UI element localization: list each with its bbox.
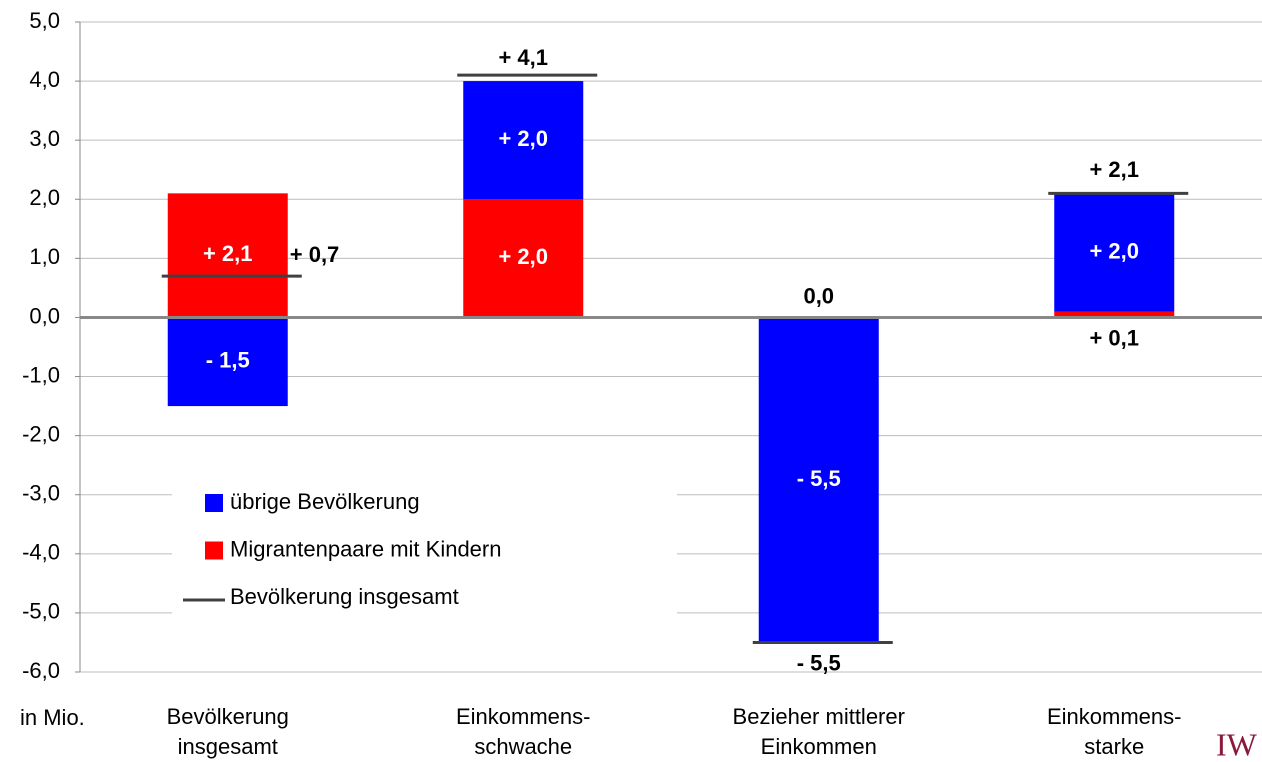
legend-label: übrige Bevölkerung (230, 489, 420, 514)
bar (167, 193, 288, 318)
y-tick-label: 3,0 (29, 126, 60, 151)
data-label: + 2,0 (498, 126, 548, 151)
y-tick-label: 4,0 (29, 67, 60, 92)
data-label: + 2,0 (498, 244, 548, 269)
bars (80, 81, 1262, 643)
overlay: + 2,1 - 1,5 + 0,7 + 2,0 + 2,0 + 4,1 0,0 - 5,5 - … (161, 45, 1189, 675)
data-label: - 1,5 (206, 348, 250, 373)
y-tick-label: -3,0 (22, 481, 60, 506)
x-tick-label: Einkommen (761, 734, 877, 759)
legend: übrige Bevölkerung Migrantenpaare mit Kin… (172, 478, 677, 620)
x-tick-label: starke (1084, 734, 1144, 759)
data-label: + 2,0 (1089, 238, 1139, 263)
x-tick-label: Einkommens- (1047, 704, 1181, 729)
legend-swatch (205, 494, 223, 512)
y-tick-label: -1,0 (22, 362, 60, 387)
y-tick-label: -6,0 (22, 658, 60, 683)
bar (463, 81, 584, 200)
x-tick-label: insgesamt (178, 734, 278, 759)
y-axis-label: in Mio. (20, 705, 85, 730)
data-label: 0,0 (803, 283, 834, 308)
y-tick-label: 0,0 (29, 303, 60, 328)
total-label: + 2,1 (1089, 157, 1139, 182)
x-tick-label: Einkommens- (456, 704, 590, 729)
y-tick-label: -5,0 (22, 599, 60, 624)
y-tick-label: -2,0 (22, 421, 60, 446)
y-tick-label: 1,0 (29, 244, 60, 269)
bar (758, 317, 879, 643)
legend-swatch (205, 541, 223, 560)
legend-bg (172, 478, 677, 620)
data-label: + 2,1 (203, 241, 253, 266)
legend-label: Migrantenpaare mit Kindern (230, 536, 501, 561)
data-label: + 0,1 (1089, 325, 1139, 350)
y-tick-label: 2,0 (29, 185, 60, 210)
bar (1054, 311, 1175, 318)
total-label: - 5,5 (797, 650, 841, 675)
y-tick-label: -4,0 (22, 540, 60, 565)
bar (1054, 193, 1175, 312)
total-label: + 4,1 (498, 45, 548, 70)
logo: IW (1216, 726, 1258, 762)
legend-label: Bevölkerung insgesamt (230, 584, 459, 609)
bar (463, 199, 584, 318)
y-tick-label: 5,0 (29, 8, 60, 33)
x-tick-label: Bezieher mittlerer (733, 704, 905, 729)
total-label: + 0,7 (290, 242, 340, 267)
x-tick-label: Bevölkerung (167, 704, 289, 729)
bar (167, 317, 288, 407)
data-label: - 5,5 (797, 466, 841, 491)
x-tick-label: schwache (474, 734, 572, 759)
